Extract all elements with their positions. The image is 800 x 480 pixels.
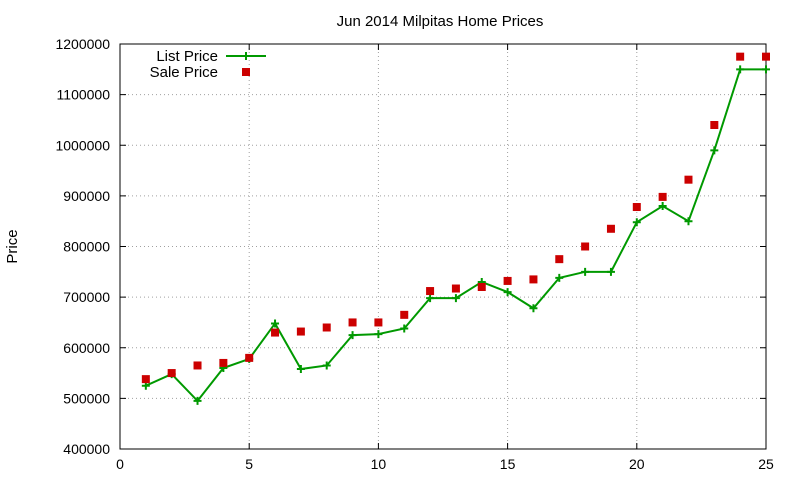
axis-ticks: 0 5 10 15 20 25 400000 500000 600000 700000 800000… xyxy=(55,36,774,472)
data-point xyxy=(762,52,770,61)
y-tick-label: 800000 xyxy=(63,239,110,255)
data-point xyxy=(322,323,331,332)
y-tick-label: 1000000 xyxy=(55,137,110,153)
data-point xyxy=(271,319,280,328)
y-tick-label: 1200000 xyxy=(55,36,110,52)
data-point xyxy=(503,276,512,285)
data-point xyxy=(581,267,590,276)
x-tick-label: 15 xyxy=(500,456,516,472)
series-layer xyxy=(141,52,770,405)
data-point xyxy=(451,294,460,303)
data-point xyxy=(581,242,590,251)
legend-sample-list-price xyxy=(226,52,266,60)
data-point xyxy=(684,175,693,184)
data-point xyxy=(529,304,538,313)
data-point xyxy=(141,375,150,384)
data-point xyxy=(710,146,719,155)
chart-title: Jun 2014 Milpitas Home Prices xyxy=(337,13,544,30)
data-point xyxy=(296,327,305,336)
data-point xyxy=(658,192,667,201)
data-point xyxy=(736,52,745,61)
data-point xyxy=(348,331,357,340)
data-point xyxy=(219,358,228,367)
y-tick-label: 700000 xyxy=(63,289,110,305)
legend-marker xyxy=(242,52,250,60)
data-point xyxy=(658,202,667,210)
data-point xyxy=(529,275,538,284)
data-point xyxy=(736,65,745,74)
data-point xyxy=(451,284,460,293)
x-tick-label: 20 xyxy=(629,456,645,472)
data-point xyxy=(606,267,615,276)
series-sale-price xyxy=(141,52,770,384)
x-tick-label: 10 xyxy=(371,456,387,472)
data-point xyxy=(710,121,719,129)
data-point xyxy=(400,324,409,333)
data-point xyxy=(477,283,486,291)
data-point xyxy=(245,353,254,362)
data-point xyxy=(606,224,615,233)
data-point xyxy=(296,365,305,374)
data-point xyxy=(167,369,176,378)
y-tick-label: 400000 xyxy=(63,441,110,457)
data-point xyxy=(426,294,435,303)
y-axis-label: Price xyxy=(4,229,21,263)
y-tick-label: 600000 xyxy=(63,340,110,356)
data-point xyxy=(503,288,512,297)
data-point xyxy=(193,361,202,370)
data-point xyxy=(271,328,280,337)
y-tick-label: 500000 xyxy=(63,390,110,406)
grid-lines xyxy=(120,44,766,449)
legend: List Price Sale Price xyxy=(150,48,266,81)
data-point xyxy=(400,310,409,319)
y-tick-label: 1100000 xyxy=(57,87,111,103)
x-tick-label: 5 xyxy=(245,456,253,472)
data-point xyxy=(193,396,202,405)
data-point xyxy=(632,218,641,227)
data-point xyxy=(374,330,383,339)
legend-marker xyxy=(242,68,250,76)
series-line xyxy=(145,68,766,403)
y-tick-label: 900000 xyxy=(63,188,110,204)
data-point xyxy=(555,273,564,282)
data-point xyxy=(348,318,357,327)
data-point xyxy=(684,217,693,226)
legend-label-sale-price: Sale Price xyxy=(150,64,218,81)
data-point xyxy=(632,203,641,212)
legend-label-list-price: List Price xyxy=(156,48,218,65)
data-point xyxy=(322,361,331,370)
data-point xyxy=(374,318,383,327)
legend-sample-sale-price xyxy=(242,68,250,76)
data-point xyxy=(762,65,770,74)
x-tick-label: 0 xyxy=(116,456,124,472)
data-point xyxy=(426,287,435,296)
data-point xyxy=(555,255,564,264)
series-list-price xyxy=(141,65,770,405)
x-tick-label: 25 xyxy=(758,456,774,472)
